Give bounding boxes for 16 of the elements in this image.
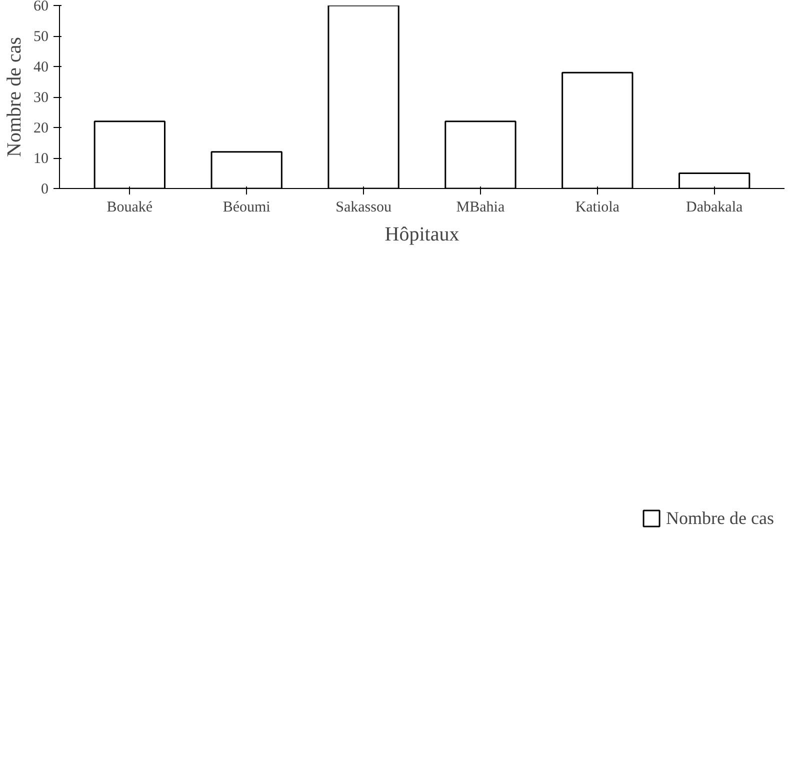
y-tick-label: 20	[34, 120, 48, 136]
y-axis-title: Nombre de cas	[4, 36, 26, 157]
y-tick-label: 0	[41, 182, 48, 198]
y-tick-label: 30	[34, 90, 48, 106]
x-axis-title: Hôpitaux	[384, 224, 460, 246]
y-tick-label: 40	[34, 60, 48, 76]
legend-label: Nombre de cas	[666, 508, 774, 528]
x-tick-label: Bouaké	[106, 200, 153, 216]
x-tick-label: MBahia	[456, 200, 505, 216]
x-tick-label: Sakassou	[336, 200, 392, 216]
x-tick-label: Dabakala	[686, 200, 743, 216]
y-tick-label: 60	[34, 0, 48, 14]
y-tick-label: 50	[34, 29, 48, 45]
x-tick-label: Katiola	[575, 200, 620, 216]
y-tick-label: 10	[34, 151, 48, 167]
x-tick-label: Béoumi	[222, 200, 270, 216]
